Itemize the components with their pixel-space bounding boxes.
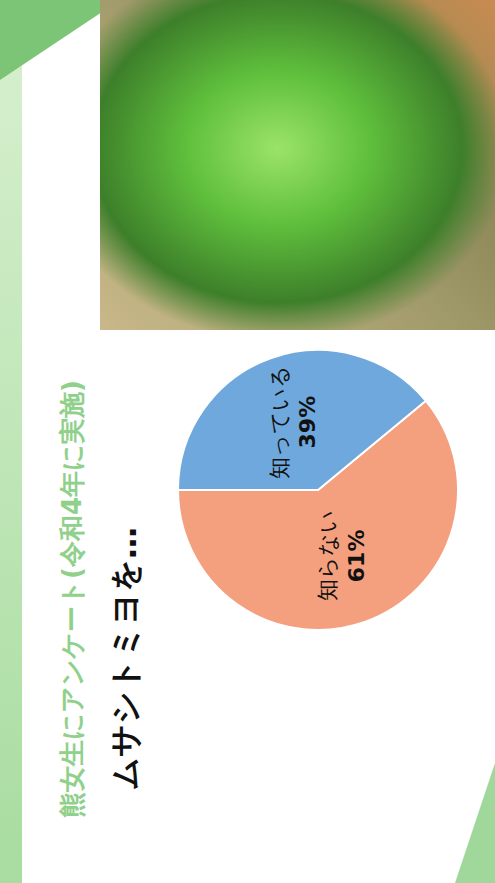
svg-text:熊女生にアンケート(令和4年に実施): 熊女生にアンケート(令和4年に実施) [57, 380, 87, 818]
svg-text:知っている39%: 知っている39% [267, 365, 321, 479]
svg-text:知らない61%: 知らない61% [315, 510, 369, 601]
svg-text:ムサシトミヨを…: ムサシトミヨを… [106, 527, 144, 790]
